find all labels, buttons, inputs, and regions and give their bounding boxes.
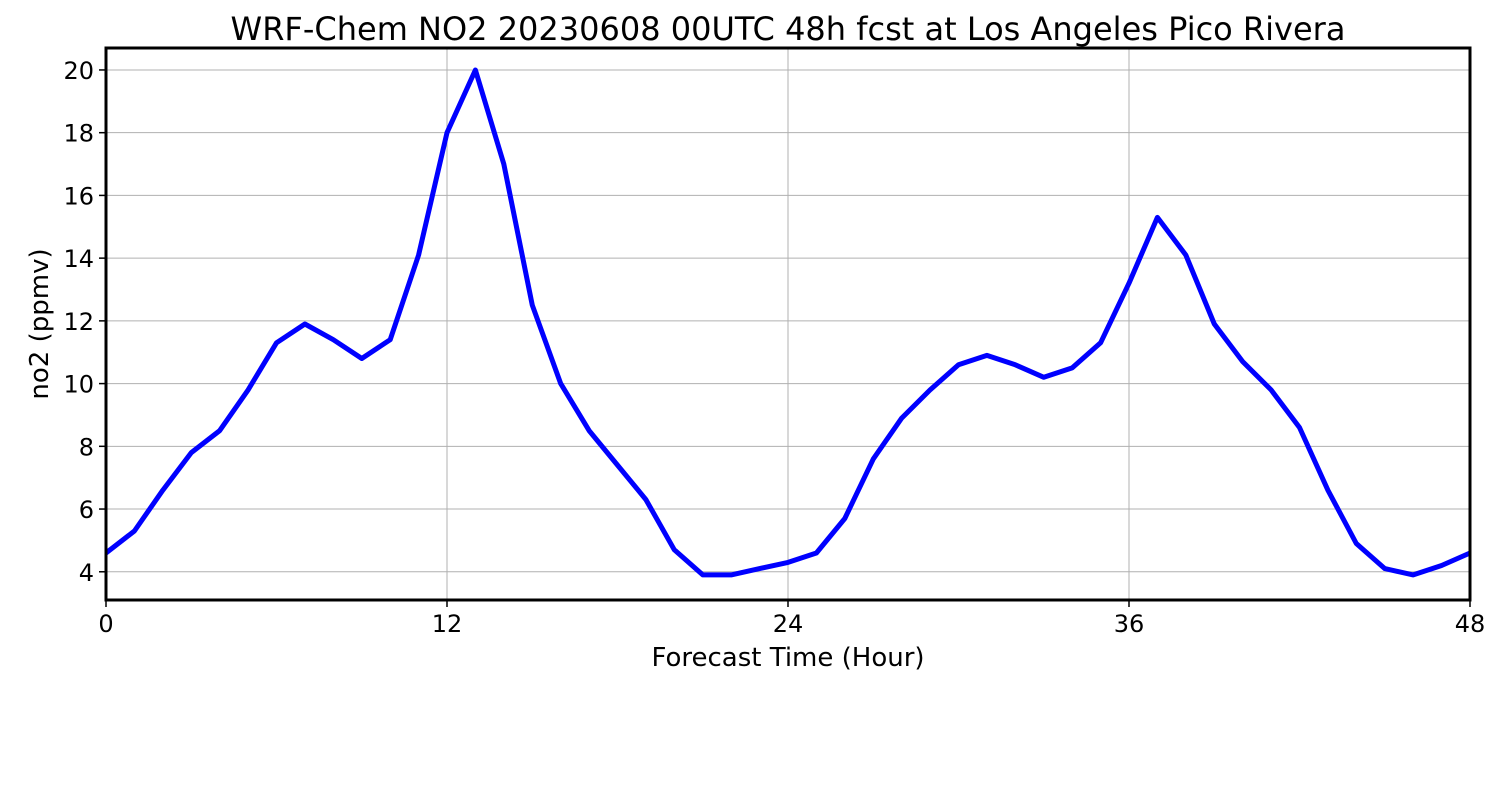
axis-ticks: 0 12 24 36 48 4 6 8 10 12 14 16 18 20 (63, 57, 1485, 638)
y-tick-label: 4 (79, 559, 94, 587)
grid-lines (105, 48, 1471, 600)
x-tick-label: 48 (1455, 610, 1486, 638)
x-tick-label: 12 (432, 610, 463, 638)
y-tick-label: 12 (63, 308, 94, 336)
y-tick-label: 18 (63, 120, 94, 148)
no2-series-line (104, 67, 1472, 578)
series-layer (104, 67, 1472, 578)
y-tick-label: 6 (79, 496, 94, 524)
x-tick-label: 24 (773, 610, 804, 638)
y-tick-label: 10 (63, 371, 94, 399)
chart-title: WRF-Chem NO2 20230608 00UTC 48h fcst at … (231, 10, 1346, 48)
x-axis-label: Forecast Time (Hour) (651, 643, 924, 673)
y-axis-label: no2 (ppmv) (25, 248, 55, 399)
y-tick-label: 16 (63, 182, 94, 210)
y-tick-label: 20 (63, 57, 94, 85)
y-tick-label: 14 (63, 245, 94, 273)
x-tick-label: 0 (98, 610, 113, 638)
x-tick-label: 36 (1114, 610, 1145, 638)
y-tick-label: 8 (79, 433, 94, 461)
